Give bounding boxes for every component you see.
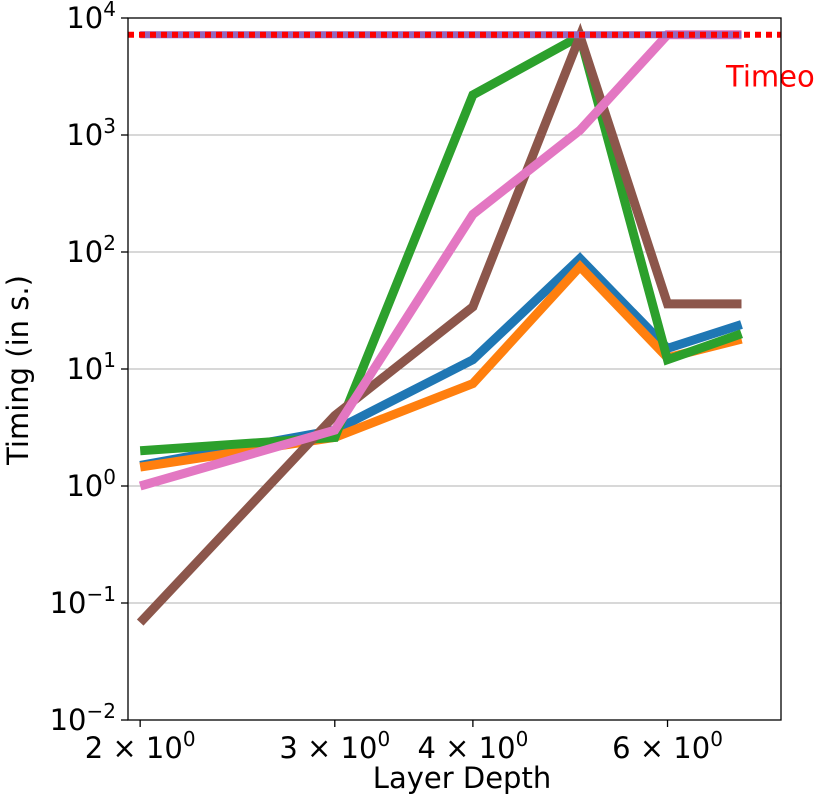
series-lines xyxy=(136,22,743,626)
axis-ticks: 10−2 10−1 100 101 102 103 104 2 × 100 3 × 100 4 ×… xyxy=(50,0,723,765)
y-axis-label: Timing (in s.) xyxy=(1,275,35,466)
timeout-line: Timeo xyxy=(128,31,815,94)
x-tick-label: 3 × 100 xyxy=(279,727,390,765)
y-tick-label: 10−2 xyxy=(50,699,116,737)
y-tick-label: 100 xyxy=(66,465,116,503)
y-tick-label: 101 xyxy=(66,348,116,386)
x-tick-label: 2 × 100 xyxy=(85,727,196,765)
y-tick-label: 10−1 xyxy=(50,582,116,620)
y-tick-label: 103 xyxy=(66,114,116,152)
x-tick-label: 4 × 100 xyxy=(417,727,528,765)
x-tick-label: 6 × 100 xyxy=(612,727,723,765)
y-tick-label: 104 xyxy=(66,0,116,35)
x-axis-label: Layer Depth xyxy=(373,761,551,795)
y-tick-label: 102 xyxy=(66,231,116,269)
timeout-label: Timeo xyxy=(725,60,815,94)
